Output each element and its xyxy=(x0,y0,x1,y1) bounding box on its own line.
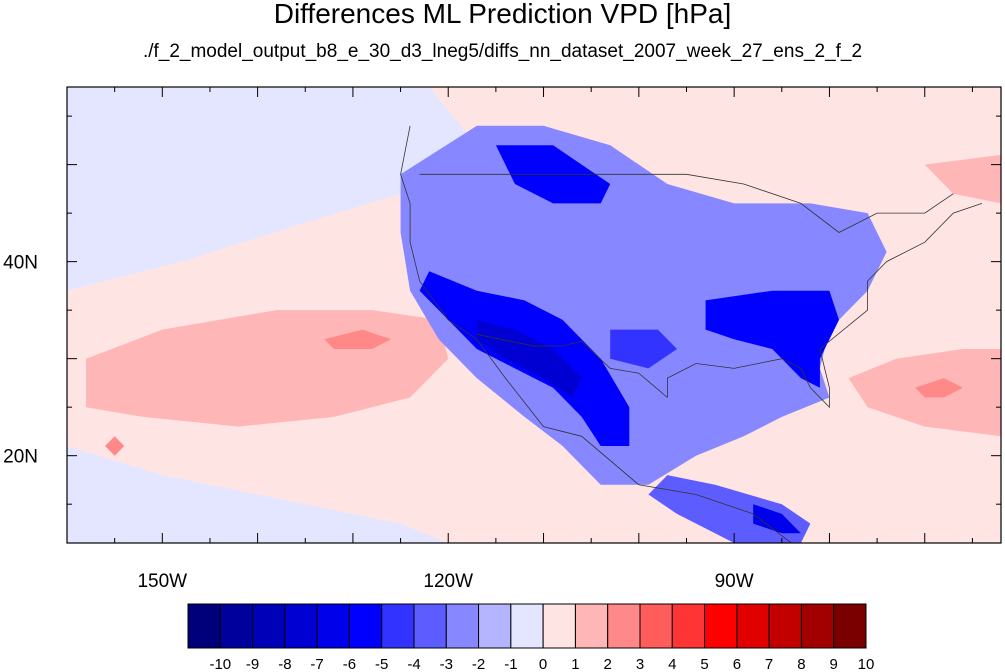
field-region xyxy=(67,87,477,291)
colorbar-label: -2 xyxy=(472,656,485,672)
colorbar-label: 1 xyxy=(571,656,579,672)
difference-field xyxy=(67,87,1001,543)
colorbar-swatch xyxy=(219,603,254,649)
colorbar-label: 9 xyxy=(830,656,838,672)
lon-tick-label: 90W xyxy=(715,571,754,592)
national-border xyxy=(419,173,954,233)
chart-title: Differences ML Prediction VPD [hPa] xyxy=(273,0,732,29)
colorbar-swatch xyxy=(445,603,480,649)
colorbar-swatch xyxy=(381,603,415,649)
field-region xyxy=(476,319,582,398)
lon-tick-label: 120W xyxy=(423,571,473,592)
colorbar-label: 5 xyxy=(700,656,708,672)
field-region xyxy=(67,446,449,543)
colorbar-swatch xyxy=(316,603,350,649)
plot-frame xyxy=(66,86,1002,544)
colorbar-swatch xyxy=(284,603,318,649)
colorbar-label: 0 xyxy=(539,656,547,672)
colorbar-label: -9 xyxy=(246,656,259,672)
colorbar-swatch xyxy=(768,603,802,649)
colorbar-label: -5 xyxy=(375,656,388,672)
coastlines xyxy=(400,125,983,543)
colorbar-label: -7 xyxy=(310,656,323,672)
field-region xyxy=(915,378,963,398)
plot-area xyxy=(67,87,1001,543)
colorbar-swatch xyxy=(671,603,706,649)
colorbar-swatch xyxy=(542,603,576,649)
colorbar-swatch xyxy=(348,603,383,649)
colorbar-swatch xyxy=(704,603,738,649)
colorbar-swatch xyxy=(574,603,609,649)
lon-tick-label: 150W xyxy=(137,571,187,592)
colorbar-label: 4 xyxy=(668,656,676,672)
colorbar-swatch xyxy=(639,603,673,649)
colorbar-swatch xyxy=(800,603,835,649)
coastline xyxy=(400,125,792,543)
colorbar-label: -8 xyxy=(278,656,291,672)
colorbar-label: 6 xyxy=(733,656,741,672)
field-region xyxy=(324,329,391,349)
lat-tick-label: 20N xyxy=(3,447,38,468)
coastline xyxy=(667,203,983,409)
colorbar-label: 8 xyxy=(797,656,805,672)
field-region xyxy=(705,290,839,388)
colorbar-swatch xyxy=(736,603,770,649)
lat-tick-label: 40N xyxy=(3,253,38,274)
colorbar-label: -1 xyxy=(504,656,517,672)
colorbar-swatch xyxy=(478,603,512,649)
colorbar-label: 3 xyxy=(636,656,644,672)
field-region xyxy=(924,154,1001,204)
national-border xyxy=(476,334,668,398)
colorbar-swatch xyxy=(607,603,641,649)
colorbar-label: -6 xyxy=(343,656,356,672)
colorbar-swatch xyxy=(510,603,544,649)
field-region xyxy=(753,504,801,534)
colorbar-swatch xyxy=(833,603,867,649)
colorbar-boxes xyxy=(187,603,867,649)
colorbar-label: -3 xyxy=(440,656,453,672)
colorbar-label: -10 xyxy=(209,656,231,672)
field-region xyxy=(400,125,887,485)
colorbar-label: -4 xyxy=(407,656,420,672)
field-region xyxy=(105,436,125,456)
colorbar-label: 7 xyxy=(765,656,773,672)
colorbar-label: 10 xyxy=(858,656,875,672)
chart-subtitle: ./f_2_model_output_b8_e_30_d3_lneg5/diff… xyxy=(142,41,863,62)
axis-labels: 150W 120W 90W 40N 20N xyxy=(3,253,754,592)
axis-ticks xyxy=(67,87,1001,543)
colorbar-label: 2 xyxy=(604,656,612,672)
colorbar-labels: -10 -9 -8 -7 -6 -5 -4 -3 -2 -1 0 1 2 3 4 5 6 7 8 9 10 xyxy=(209,656,874,672)
field-region xyxy=(610,329,677,369)
colorbar-swatch xyxy=(252,603,286,649)
colorbar-swatch xyxy=(413,603,447,649)
colorbar-swatch xyxy=(187,603,221,649)
